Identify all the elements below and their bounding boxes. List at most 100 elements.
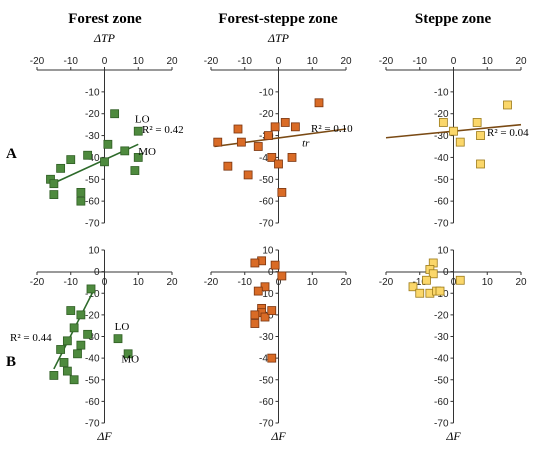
x-tick-label: -10 [64, 56, 79, 67]
data-point [290, 122, 300, 132]
data-point [113, 334, 123, 344]
data-point [76, 187, 86, 197]
data-point [76, 340, 86, 350]
y-tick-label: 10 [262, 246, 274, 257]
data-point [250, 310, 260, 320]
data-point [277, 271, 287, 281]
data-point [253, 142, 263, 151]
data-point [100, 157, 109, 167]
y-tick-label: -60 [434, 197, 449, 208]
data-point [267, 353, 277, 363]
column-title-forest-steppe: Forest-steppe zone [218, 11, 338, 27]
y-tick-label: -70 [434, 419, 449, 430]
data-point [76, 196, 86, 206]
y-tick-label: 10 [437, 246, 449, 257]
x-tick-label: -20 [30, 277, 45, 288]
data-point [274, 159, 283, 169]
data-point [408, 282, 418, 292]
x-axis-title: ΔF [96, 429, 112, 443]
x-tick-label: -10 [64, 277, 79, 288]
data-point [243, 170, 253, 180]
x-tick-label: 20 [515, 56, 527, 67]
data-point [69, 323, 79, 333]
y-tick-label: -60 [85, 197, 100, 208]
point-annotation: LO [115, 321, 130, 333]
x-tick-label: 20 [166, 56, 178, 67]
x-tick-label: -20 [30, 56, 45, 67]
column-title-steppe: Steppe zone [415, 11, 492, 27]
data-point [250, 319, 260, 328]
scatter-panel-A-forest: -20 -10 0 10 20 -10 -20 -30 -40 -50 -60 -70 ΔTP R² = … [30, 31, 184, 230]
y-tick-label: -10 [434, 87, 449, 98]
y-tick-label: -70 [434, 219, 449, 230]
y-tick-label: -60 [85, 397, 100, 408]
r-squared-label: R² = 0.04 [487, 127, 529, 139]
data-point [83, 150, 93, 160]
data-point [280, 118, 290, 127]
x-tick-label: -10 [413, 56, 428, 67]
y-tick-label: -40 [259, 354, 274, 365]
data-point [236, 137, 246, 147]
data-point [103, 139, 113, 149]
y-tick-label: -20 [259, 109, 274, 120]
y-tick-label: -60 [259, 397, 274, 408]
x-tick-label: 10 [133, 56, 145, 67]
y-tick-label: -40 [85, 354, 100, 365]
y-tick-label: 10 [88, 246, 100, 257]
x-tick-label: -10 [238, 56, 253, 67]
x-tick-label: 10 [482, 56, 494, 67]
point-annotation: LO [135, 113, 150, 125]
data-point [476, 159, 485, 169]
data-point [49, 179, 59, 189]
column-title-forest: Forest zone [68, 11, 142, 27]
r-squared-label: R² = 0.44 [10, 332, 52, 344]
data-point [438, 118, 448, 127]
data-point [76, 310, 86, 320]
x-tick-label: 0 [102, 277, 108, 288]
scatter-panel-A-steppe: -20 -10 0 10 20 -10 -20 -30 -40 -50 -60 -70 R² = 0.0… [379, 56, 529, 230]
data-point [49, 190, 59, 199]
data-point [253, 286, 263, 296]
y-tick-label: -50 [434, 375, 449, 386]
y-tick-label: -10 [259, 289, 274, 300]
x-tick-label: 10 [133, 277, 145, 288]
data-point [435, 286, 445, 296]
y-tick-label: -70 [85, 419, 100, 430]
row-label-a: A [6, 146, 17, 162]
row-label-b: B [6, 354, 16, 370]
point-annotation: tr [302, 138, 310, 150]
x-tick-label: 20 [166, 277, 178, 288]
data-point [130, 166, 140, 175]
y-tick-label: -40 [259, 153, 274, 164]
data-point [56, 345, 66, 354]
y-tick-label: -50 [85, 175, 100, 186]
y-tick-label: -30 [259, 332, 274, 343]
data-point [455, 275, 465, 285]
y-tick-label: 0 [94, 267, 100, 278]
x-tick-label: 10 [307, 56, 319, 67]
y-tick-label: -20 [85, 109, 100, 120]
x-tick-label: 10 [307, 277, 319, 288]
data-point [314, 98, 324, 108]
y-tick-label: -40 [434, 354, 449, 365]
data-point [223, 161, 233, 171]
data-point [270, 260, 280, 270]
data-point [56, 163, 66, 173]
trend-line [214, 128, 347, 148]
y-tick-label: -70 [259, 219, 274, 230]
point-annotation: MO [138, 146, 156, 158]
data-point [73, 349, 82, 359]
data-point [263, 131, 273, 140]
y-tick-label: -10 [85, 87, 100, 98]
data-point [69, 375, 79, 385]
data-point [503, 100, 512, 110]
r-squared-label: R² = 0.10 [311, 123, 353, 135]
data-point [233, 124, 243, 134]
x-tick-label: 20 [340, 277, 352, 288]
data-point [66, 306, 76, 315]
data-point [415, 288, 425, 298]
